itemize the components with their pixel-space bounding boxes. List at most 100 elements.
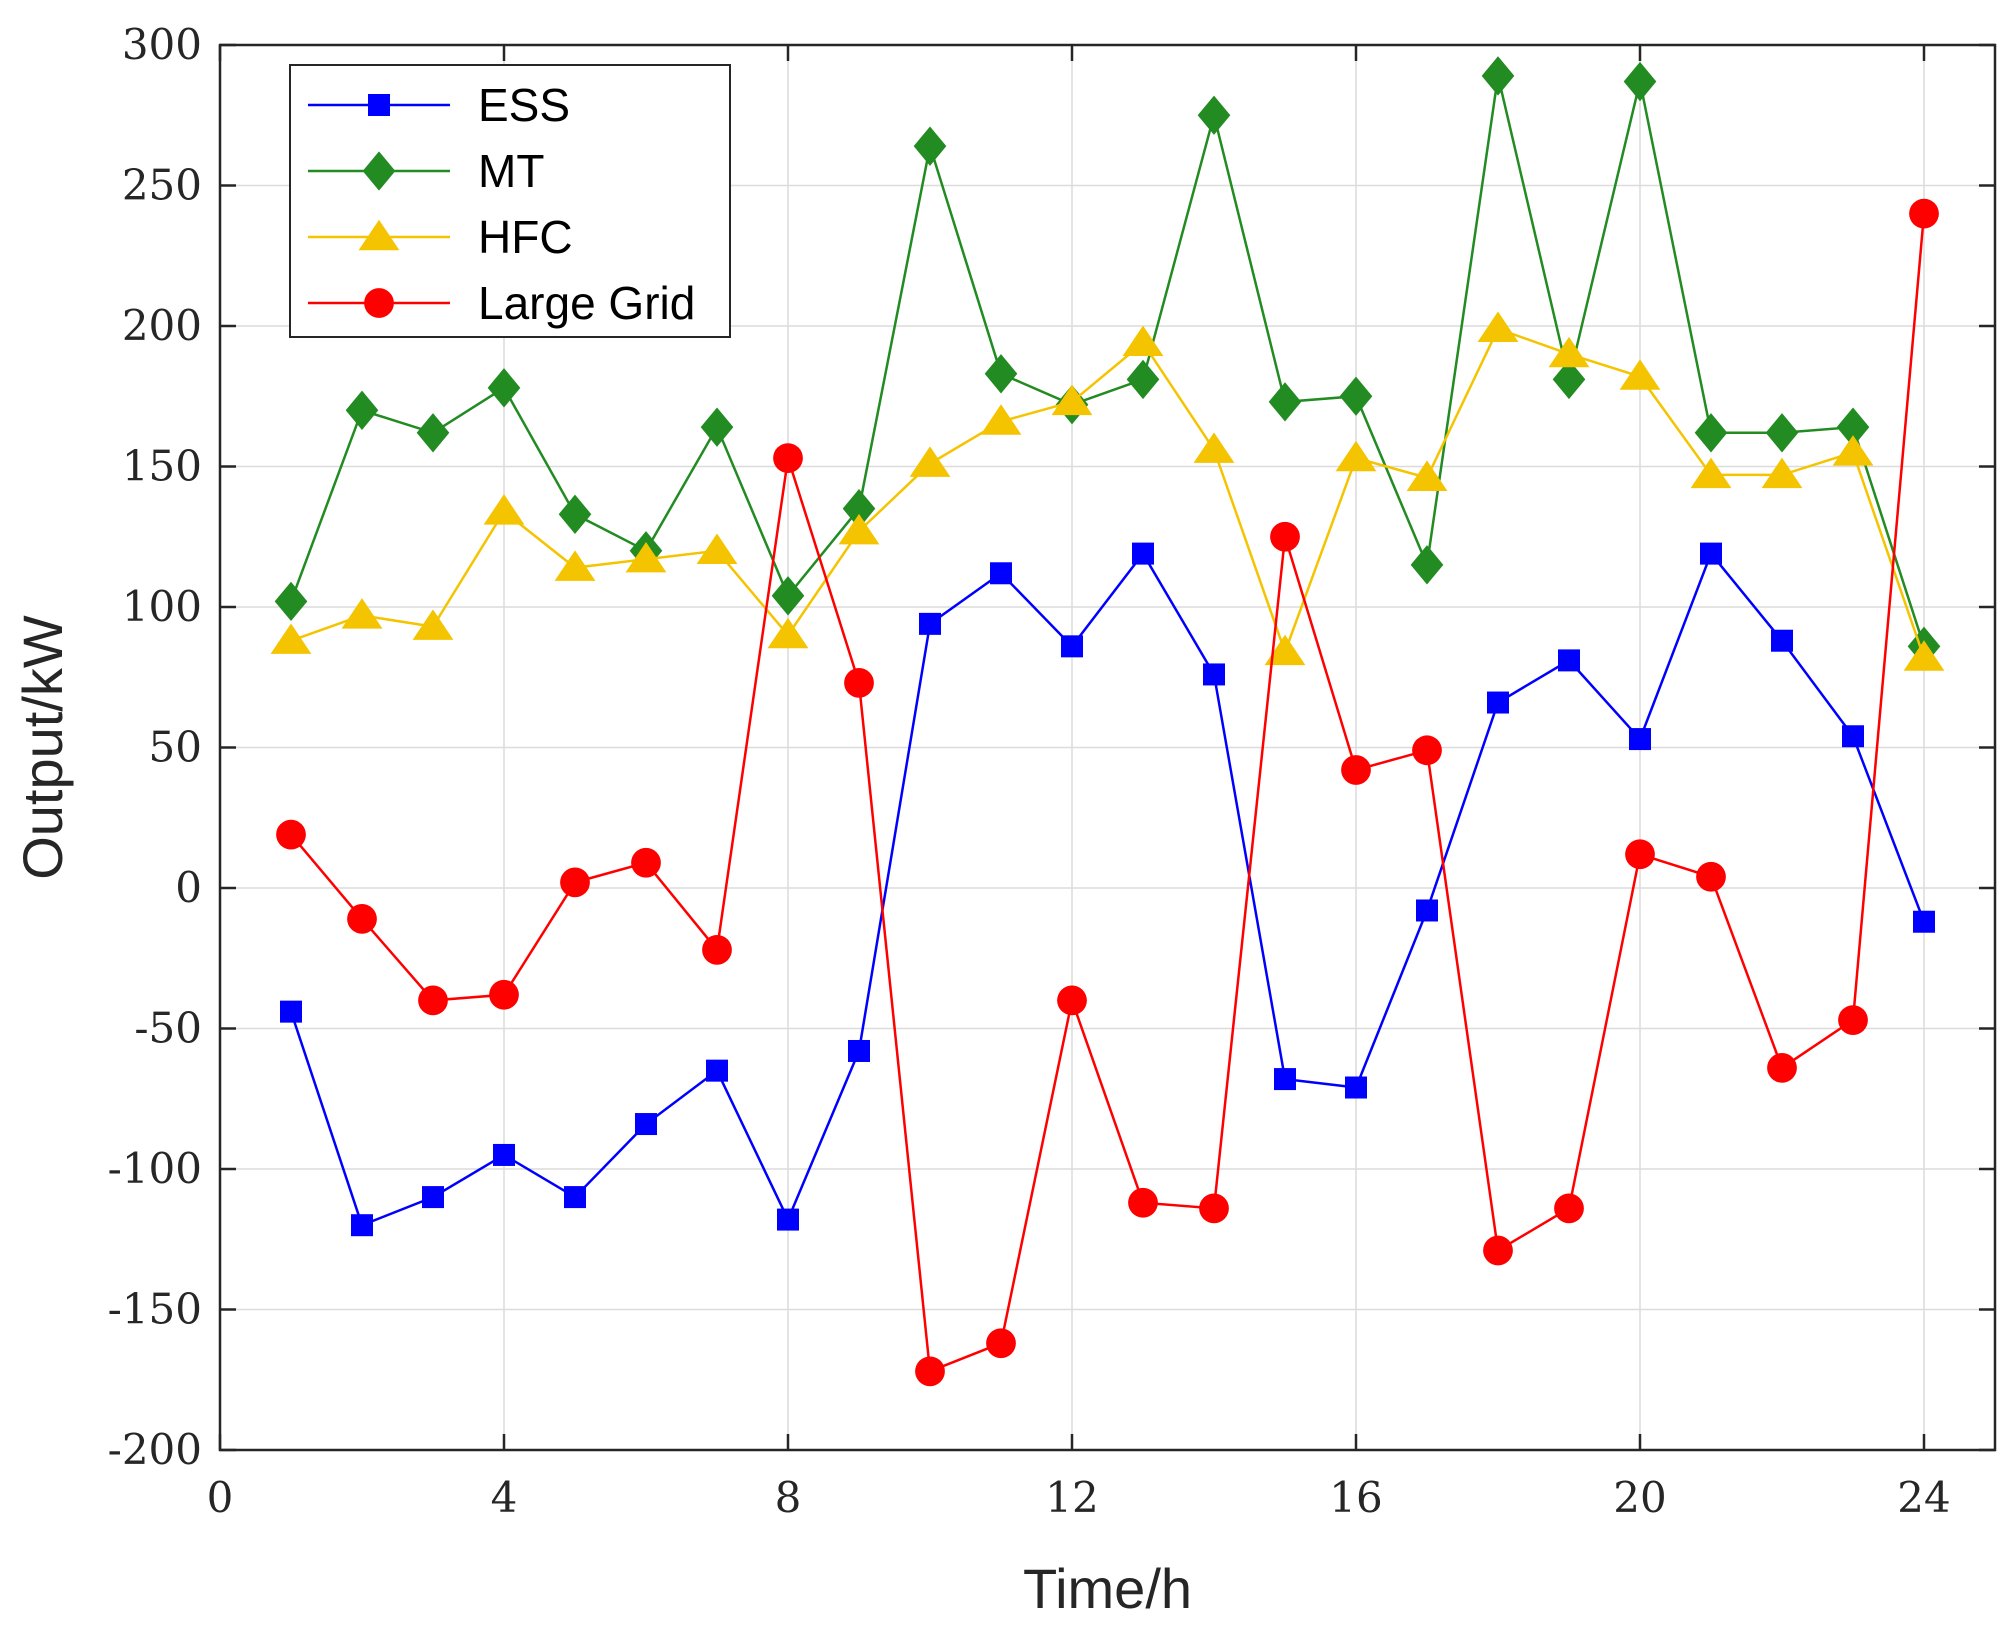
large-grid-point — [702, 934, 732, 965]
mt-point — [274, 581, 308, 622]
hfc-point — [1122, 325, 1164, 357]
hfc-point — [696, 533, 738, 564]
x-tick-label: 20 — [1613, 1473, 1666, 1522]
large-grid-point — [1128, 1187, 1158, 1218]
mt-point — [1552, 359, 1586, 400]
y-tick-label: 150 — [122, 442, 202, 491]
y-tick-label: 250 — [122, 161, 202, 210]
large-grid-point — [631, 847, 661, 878]
series-large-grid — [276, 198, 1939, 1387]
ess-point — [777, 1208, 799, 1231]
legend-marker-ess — [368, 94, 390, 116]
ess-point — [1274, 1068, 1296, 1091]
hfc-point — [1335, 440, 1377, 472]
hfc-point — [1051, 384, 1093, 416]
mt-point — [1126, 359, 1160, 400]
ess-point — [280, 1000, 302, 1023]
mt-point — [842, 488, 876, 529]
x-tick-label: 8 — [775, 1473, 802, 1522]
hfc-point — [1406, 460, 1448, 491]
y-tick-label: 300 — [122, 20, 202, 69]
ess-point — [1203, 663, 1225, 686]
mt-point — [1623, 61, 1657, 102]
ess-point — [1345, 1076, 1367, 1099]
hfc-point — [483, 494, 525, 525]
hfc-point — [838, 513, 880, 545]
ess-point — [635, 1113, 657, 1136]
x-tick-label: 16 — [1329, 1473, 1382, 1522]
mt-point — [487, 368, 521, 408]
x-tick-label: 24 — [1897, 1473, 1950, 1522]
legend-marker-hfc — [358, 219, 400, 251]
hfc-line — [290, 327, 1926, 658]
ess-point — [351, 1214, 373, 1237]
axis-ticks: -200 -150 -100 -50 0 50 100 150 200 250 300 0 4 8 12 16… — [108, 20, 1995, 1522]
ess-point — [1558, 649, 1580, 672]
ess-point — [1700, 542, 1722, 565]
legend-label-mt: MT — [478, 145, 544, 197]
ess-point — [1771, 629, 1793, 652]
large-grid-point — [1341, 755, 1371, 785]
large-grid-point — [1270, 521, 1300, 552]
large-grid-point — [773, 443, 803, 473]
mt-point — [416, 413, 450, 453]
legend: ESS MT HFC Large Grid — [289, 64, 731, 338]
hfc-point — [1193, 432, 1235, 463]
ess-point — [990, 562, 1012, 585]
hfc-point — [412, 609, 454, 640]
y-tick-label: 50 — [149, 723, 202, 772]
x-tick-label: 12 — [1045, 1473, 1098, 1522]
ess-point — [1629, 728, 1651, 751]
large-grid-point — [1199, 1193, 1229, 1224]
hfc-point — [1690, 457, 1732, 489]
series-ess — [280, 542, 1935, 1237]
mt-point — [1410, 545, 1444, 585]
mt-point — [558, 494, 592, 534]
ess-point — [919, 612, 941, 635]
large-grid-point — [1412, 735, 1442, 766]
legend-item-mt: MT — [308, 145, 544, 197]
ess-point — [564, 1186, 586, 1209]
legend-marker-large-grid — [364, 288, 394, 318]
large-grid-point — [1057, 985, 1087, 1016]
mt-point — [1836, 407, 1870, 447]
hfc-point — [1619, 359, 1661, 390]
mt-point — [913, 126, 947, 166]
mt-point — [771, 576, 805, 616]
ess-point — [706, 1059, 728, 1082]
ess-point — [1487, 691, 1509, 714]
hfc-point — [341, 598, 383, 629]
hfc-point — [1903, 640, 1945, 671]
legend-item-ess: ESS — [308, 79, 570, 131]
x-tick-label: 0 — [207, 1473, 234, 1522]
y-tick-label: -50 — [134, 1004, 202, 1053]
ess-point — [1913, 910, 1935, 933]
x-tick-label: 4 — [491, 1473, 518, 1522]
ess-point — [493, 1143, 515, 1166]
hfc-point — [980, 404, 1022, 435]
y-tick-label: -200 — [108, 1425, 202, 1474]
series-layer — [270, 56, 1945, 1387]
hfc-point — [1548, 336, 1590, 368]
large-grid-point — [1696, 861, 1726, 892]
x-axis-label: Time/h — [1023, 1557, 1192, 1620]
hfc-point — [1477, 311, 1519, 343]
y-tick-label: -150 — [108, 1285, 202, 1334]
hfc-point — [625, 541, 667, 573]
y-axis-label: Output/kW — [11, 615, 74, 880]
hfc-point — [1761, 457, 1803, 489]
ess-point — [848, 1039, 870, 1062]
y-tick-label: -100 — [108, 1144, 202, 1193]
ess-point — [422, 1186, 444, 1209]
mt-point — [700, 407, 734, 447]
legend-marker-mt — [362, 151, 396, 191]
large-grid-point — [986, 1328, 1016, 1359]
mt-point — [1268, 382, 1302, 422]
mt-point — [1481, 56, 1515, 96]
hfc-point — [1832, 435, 1874, 466]
y-tick-label: 0 — [175, 863, 202, 912]
mt-point — [345, 390, 379, 430]
mt-point — [1694, 413, 1728, 453]
ess-point — [1132, 542, 1154, 565]
series-hfc — [270, 311, 1945, 671]
